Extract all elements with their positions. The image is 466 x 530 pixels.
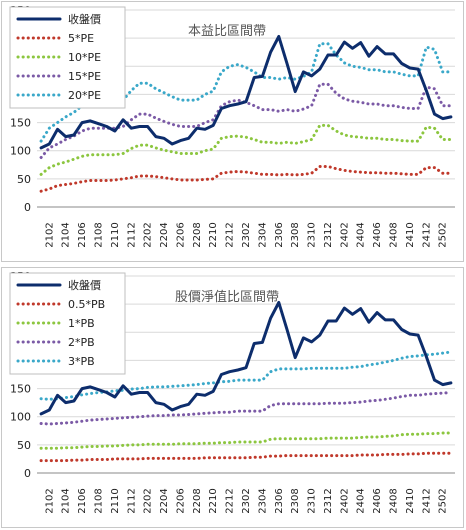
x-tick-label: 2204 (159, 488, 170, 513)
x-tick-label: 2304 (257, 488, 268, 513)
series-line-4 (39, 350, 453, 401)
x-tick-label: 2406 (372, 488, 383, 513)
x-tick-label: 2106 (77, 222, 88, 247)
pe-band-chart: 0501001502002503003502102210421062108211… (1, 1, 464, 262)
series-line-2 (39, 431, 453, 450)
series-line-0 (39, 35, 453, 150)
series-line-2 (39, 123, 453, 176)
x-tick-label: 2102 (44, 222, 55, 247)
pb-band-chart: 0501001502002503003502102210421062108211… (1, 267, 464, 528)
x-tick-label: 2312 (323, 488, 334, 513)
legend-label-1: 0.5*PB (68, 298, 105, 311)
y-tick-label: 150 (10, 383, 31, 396)
legend-label-0: 收盤價 (68, 12, 101, 26)
y-tick-label: 0 (24, 467, 31, 480)
x-tick-label: 2102 (44, 488, 55, 513)
x-tick-label: 2402 (339, 222, 350, 247)
x-tick-label: 2110 (110, 222, 121, 247)
y-tick-label: 100 (10, 411, 31, 424)
x-tick-label: 2410 (405, 222, 416, 247)
x-tick-label: 2110 (110, 488, 121, 513)
legend-label-4: 3*PB (68, 355, 95, 368)
x-tick-label: 2412 (421, 488, 432, 513)
legend-label-4: 20*PE (68, 89, 101, 102)
legend-label-1: 5*PE (68, 32, 94, 45)
series-line-1 (39, 451, 453, 463)
x-tick-label: 2310 (307, 222, 318, 247)
y-tick-label: 150 (10, 117, 31, 130)
x-tick-label: 2408 (389, 488, 400, 513)
x-tick-label: 2502 (438, 488, 449, 513)
x-tick-label: 2206 (175, 488, 186, 513)
x-tick-label: 2308 (290, 222, 301, 247)
x-tick-label: 2202 (143, 488, 154, 513)
series-line-0 (39, 301, 453, 416)
x-tick-label: 2406 (372, 222, 383, 247)
x-tick-label: 2112 (126, 488, 137, 513)
series-line-3 (39, 391, 453, 426)
x-tick-label: 2502 (438, 222, 449, 247)
series-line-1 (39, 165, 453, 193)
chart-title: 本益比區間帶 (188, 24, 266, 39)
pb-band-chart-svg: 0501001502002503003502102210421062108211… (9, 270, 455, 514)
y-tick-label: 50 (17, 173, 31, 186)
x-tick-label: 2302 (241, 488, 252, 513)
x-tick-label: 2208 (192, 222, 203, 247)
y-tick-label: 0 (24, 201, 31, 214)
y-tick-label: 50 (17, 439, 31, 452)
x-tick-label: 2306 (274, 488, 285, 513)
legend-label-3: 15*PE (68, 70, 101, 83)
x-tick-label: 2208 (192, 488, 203, 513)
x-tick-label: 2306 (274, 222, 285, 247)
legend-label-0: 收盤價 (68, 278, 101, 292)
x-tick-label: 2408 (389, 222, 400, 247)
x-tick-label: 2104 (61, 222, 72, 247)
x-tick-label: 2212 (225, 222, 236, 247)
x-tick-label: 2310 (307, 488, 318, 513)
x-tick-label: 2210 (208, 222, 219, 247)
legend-label-2: 10*PE (68, 51, 101, 64)
x-tick-label: 2308 (290, 488, 301, 513)
x-tick-label: 2404 (356, 488, 367, 513)
x-tick-label: 2202 (143, 222, 154, 247)
chart-title: 股價淨值比區間帶 (175, 289, 279, 305)
y-tick-label: 100 (10, 145, 31, 158)
x-tick-label: 2206 (175, 222, 186, 247)
x-tick-label: 2108 (93, 222, 104, 247)
x-tick-label: 2106 (77, 488, 88, 513)
pe-band-chart-svg: 0501001502002503003502102210421062108211… (9, 4, 455, 248)
x-tick-label: 2108 (93, 488, 104, 513)
x-tick-label: 2312 (323, 222, 334, 247)
x-tick-label: 2402 (339, 488, 350, 513)
x-tick-label: 2410 (405, 488, 416, 513)
x-tick-label: 2412 (421, 222, 432, 247)
x-tick-label: 2112 (126, 222, 137, 247)
x-tick-label: 2302 (241, 222, 252, 247)
x-tick-label: 2404 (356, 222, 367, 247)
legend-label-2: 1*PB (68, 317, 95, 330)
x-tick-label: 2204 (159, 222, 170, 247)
x-tick-label: 2304 (257, 222, 268, 247)
x-tick-label: 2210 (208, 488, 219, 513)
legend-label-3: 2*PB (68, 336, 95, 349)
x-tick-label: 2104 (61, 488, 72, 513)
x-tick-label: 2212 (225, 488, 236, 513)
